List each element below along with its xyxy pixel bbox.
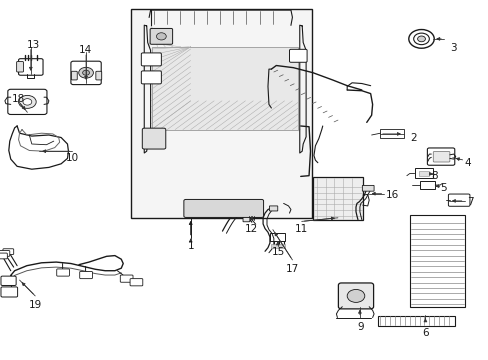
FancyBboxPatch shape [120, 275, 133, 282]
Bar [409, 215, 464, 307]
Text: 6: 6 [421, 328, 428, 338]
Bar [419, 181, 434, 189]
Circle shape [19, 95, 36, 108]
FancyBboxPatch shape [19, 59, 43, 75]
Circle shape [417, 36, 425, 42]
FancyBboxPatch shape [57, 269, 69, 276]
Circle shape [346, 289, 364, 302]
FancyBboxPatch shape [447, 194, 469, 206]
FancyBboxPatch shape [362, 185, 373, 191]
Circle shape [82, 70, 89, 75]
FancyBboxPatch shape [3, 249, 14, 255]
FancyBboxPatch shape [130, 279, 142, 286]
Bar [131, 9, 311, 218]
Bar [418, 171, 428, 176]
Text: 9: 9 [357, 322, 364, 332]
Circle shape [408, 30, 433, 48]
Bar [271, 244, 285, 248]
Text: 14: 14 [79, 45, 92, 55]
Text: 16: 16 [386, 190, 399, 200]
Text: 7: 7 [466, 197, 473, 207]
FancyBboxPatch shape [150, 28, 172, 44]
Text: 19: 19 [28, 300, 42, 310]
FancyBboxPatch shape [142, 128, 165, 149]
Text: 2: 2 [409, 132, 416, 143]
Circle shape [79, 67, 93, 78]
Text: 12: 12 [244, 224, 258, 234]
Text: 13: 13 [26, 40, 40, 50]
FancyBboxPatch shape [80, 271, 92, 279]
FancyBboxPatch shape [183, 199, 263, 217]
Text: 5: 5 [439, 183, 446, 193]
FancyBboxPatch shape [0, 251, 10, 256]
Bar [151, 47, 298, 130]
Text: 17: 17 [285, 264, 299, 274]
FancyBboxPatch shape [71, 61, 101, 85]
FancyBboxPatch shape [338, 283, 373, 309]
Circle shape [23, 99, 32, 105]
FancyBboxPatch shape [243, 205, 260, 217]
Text: 18: 18 [12, 94, 25, 104]
FancyBboxPatch shape [289, 49, 306, 62]
FancyBboxPatch shape [1, 276, 16, 285]
Bar [312, 177, 362, 220]
Bar [377, 316, 454, 326]
Text: 3: 3 [449, 42, 456, 53]
FancyBboxPatch shape [141, 53, 161, 66]
Text: 15: 15 [271, 247, 285, 257]
FancyBboxPatch shape [8, 89, 47, 114]
Text: 11: 11 [294, 224, 308, 234]
FancyBboxPatch shape [1, 287, 18, 297]
Bar [414, 168, 432, 178]
FancyBboxPatch shape [0, 253, 7, 259]
Bar [270, 233, 285, 241]
FancyBboxPatch shape [71, 71, 77, 80]
Text: 8: 8 [430, 171, 437, 181]
Circle shape [156, 33, 166, 40]
Text: 10: 10 [66, 153, 79, 163]
Circle shape [413, 33, 428, 45]
FancyBboxPatch shape [17, 62, 23, 72]
FancyBboxPatch shape [269, 206, 277, 211]
FancyBboxPatch shape [243, 217, 249, 222]
Bar [380, 129, 403, 138]
FancyBboxPatch shape [432, 152, 449, 162]
FancyBboxPatch shape [96, 71, 102, 80]
FancyBboxPatch shape [427, 148, 454, 165]
Text: 4: 4 [464, 158, 470, 168]
FancyBboxPatch shape [141, 71, 161, 84]
Text: 1: 1 [187, 241, 194, 251]
